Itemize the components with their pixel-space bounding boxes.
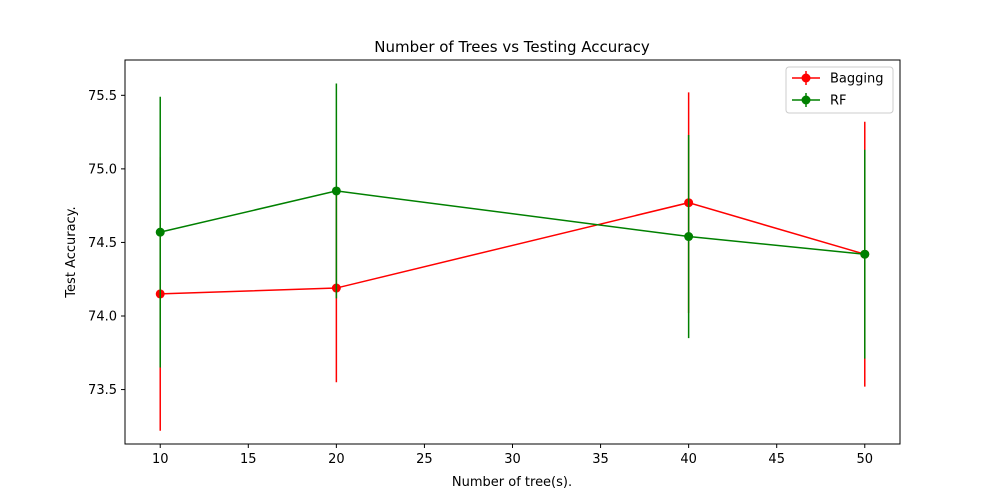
x-tick-label: 45: [768, 452, 785, 467]
series-rf: [155, 83, 870, 368]
series-line: [160, 190, 865, 255]
data-point: [860, 249, 870, 259]
x-tick-label: 10: [152, 452, 169, 467]
x-tick-label: 20: [328, 452, 345, 467]
x-tick-label: 40: [680, 452, 697, 467]
legend-marker: [801, 73, 811, 83]
plot-area: [155, 83, 870, 431]
legend: Bagging RF: [785, 66, 894, 114]
x-tick-label: 25: [416, 452, 433, 467]
x-axis-label: Number of tree(s).: [452, 475, 572, 490]
legend-marker: [801, 95, 811, 105]
data-point: [331, 186, 341, 196]
x-axis: 10 15 20 25 30 35 40 45 50: [152, 444, 873, 467]
y-axis: 73.5 74.0 74.5 75.0 75.5: [88, 89, 125, 398]
y-tick-label: 74.5: [88, 236, 117, 251]
series-line: [160, 201, 865, 295]
x-tick-label: 15: [240, 452, 257, 467]
data-point: [155, 227, 165, 237]
chart-title: Number of Trees vs Testing Accuracy: [374, 38, 650, 56]
y-tick-label: 75.0: [88, 162, 117, 177]
x-tick-label: 35: [592, 452, 609, 467]
data-point: [684, 232, 694, 242]
y-axis-label: Test Accuracy.: [64, 206, 79, 298]
x-tick-label: 50: [856, 452, 873, 467]
legend-label: Bagging: [830, 72, 884, 87]
x-tick-label: 30: [504, 452, 521, 467]
legend-label: RF: [830, 94, 847, 109]
y-tick-label: 75.5: [88, 89, 117, 104]
y-tick-label: 73.5: [88, 383, 117, 398]
y-tick-label: 74.0: [88, 310, 117, 325]
